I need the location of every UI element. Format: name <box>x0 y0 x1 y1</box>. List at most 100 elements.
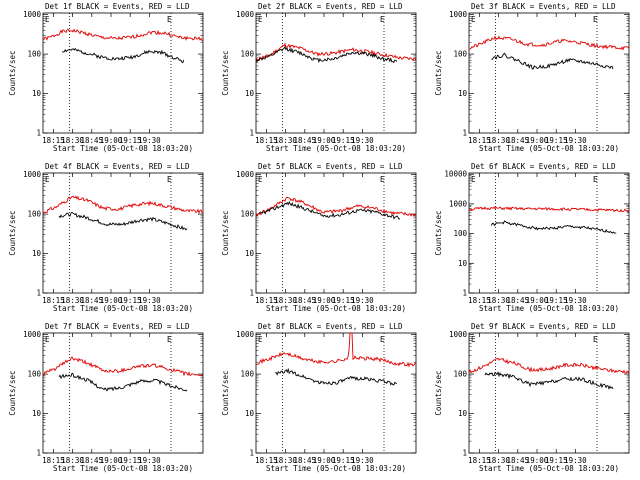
x-tick-label: 18:15 <box>42 296 65 305</box>
plot-frame <box>468 12 630 134</box>
x-tick-label: 18:45 <box>507 456 530 465</box>
series-lld-line <box>468 206 630 213</box>
marker-right-label: E <box>380 15 385 24</box>
chart-panel-8: Det 8f BLACK = Events, RED = LLD E E 1 10 100… <box>221 322 417 473</box>
marker-left-label: E <box>258 175 263 184</box>
series-lld-line <box>255 332 417 368</box>
x-tick-label: 19:00 <box>313 456 336 465</box>
series-lld-line <box>42 28 204 42</box>
marker-right-label: E <box>380 335 385 344</box>
x-tick-label: 18:30 <box>274 296 297 305</box>
y-tick-label: 1000 <box>449 330 468 339</box>
y-tick-label: 10 <box>458 409 468 418</box>
y-tick-label: 1 <box>36 289 41 298</box>
marker-left-label: E <box>258 15 263 24</box>
x-axis-label: Start Time (05-Oct-08 18:03:20) <box>53 304 193 313</box>
marker-right-label: E <box>380 175 385 184</box>
chart-title: Det 4f BLACK = Events, RED = LLD <box>45 162 190 171</box>
y-tick-label: 1000 <box>236 10 255 19</box>
y-tick-label: 10 <box>245 249 255 258</box>
series-events-line <box>58 372 188 392</box>
x-tick-label: 19:30 <box>351 136 374 145</box>
y-tick-label: 100 <box>240 50 254 59</box>
y-axis-label: Counts/sec <box>434 50 443 95</box>
x-tick-label: 19:15 <box>119 136 142 145</box>
plot-frame <box>255 172 417 294</box>
x-tick-label: 18:45 <box>81 296 104 305</box>
series-lld-line <box>42 356 204 377</box>
series-events-line <box>258 200 401 220</box>
marker-left-label: E <box>471 335 476 344</box>
chart-title: Det 5f BLACK = Events, RED = LLD <box>258 162 403 171</box>
chart-title: Det 9f BLACK = Events, RED = LLD <box>471 322 616 331</box>
marker-right-label: E <box>593 15 598 24</box>
x-tick-label: 18:45 <box>81 136 104 145</box>
x-tick-label: 18:30 <box>274 456 297 465</box>
chart-title: Det 3f BLACK = Events, RED = LLD <box>471 2 616 11</box>
x-tick-label: 18:45 <box>507 136 530 145</box>
x-tick-label: 19:30 <box>351 296 374 305</box>
marker-right-label: E <box>167 15 172 24</box>
plot-frame <box>42 172 204 294</box>
marker-left-label: E <box>45 335 50 344</box>
chart-title: Det 8f BLACK = Events, RED = LLD <box>258 322 403 331</box>
x-axis-label: Start Time (05-Oct-08 18:03:20) <box>53 464 193 473</box>
x-tick-label: 19:00 <box>313 136 336 145</box>
y-tick-label: 10 <box>32 409 42 418</box>
x-tick-label: 19:15 <box>332 296 355 305</box>
x-tick-label: 19:30 <box>138 296 161 305</box>
y-tick-label: 1 <box>462 289 467 298</box>
x-tick-label: 19:00 <box>526 136 549 145</box>
series-events-line <box>58 211 188 231</box>
x-axis-label: Start Time (05-Oct-08 18:03:20) <box>479 304 619 313</box>
series-lld-line <box>255 42 417 62</box>
marker-left-label: E <box>471 175 476 184</box>
x-tick-label: 19:00 <box>526 296 549 305</box>
y-tick-label: 10 <box>245 89 255 98</box>
y-tick-label: 1 <box>36 449 41 458</box>
x-tick-label: 19:15 <box>332 456 355 465</box>
y-tick-label: 100 <box>27 210 41 219</box>
y-tick-label: 10000 <box>444 170 467 179</box>
x-tick-label: 18:45 <box>294 136 317 145</box>
y-tick-label: 10 <box>245 409 255 418</box>
plot-frame <box>42 12 204 134</box>
plot-frame <box>42 332 204 454</box>
x-tick-label: 18:30 <box>487 296 510 305</box>
series-events-line <box>484 371 614 390</box>
x-tick-label: 19:15 <box>545 456 568 465</box>
x-axis-label: Start Time (05-Oct-08 18:03:20) <box>53 144 193 153</box>
x-tick-label: 19:30 <box>564 456 587 465</box>
y-tick-label: 1 <box>249 289 254 298</box>
series-lld-line <box>255 196 417 218</box>
x-tick-label: 19:30 <box>564 136 587 145</box>
chart-panel-7: Det 7f BLACK = Events, RED = LLD E E 1 10 100… <box>8 322 204 473</box>
x-tick-label: 18:30 <box>61 136 84 145</box>
x-tick-label: 19:30 <box>351 456 374 465</box>
x-tick-label: 18:15 <box>255 136 278 145</box>
y-tick-label: 1 <box>462 449 467 458</box>
x-tick-label: 18:30 <box>61 456 84 465</box>
plot-frame <box>468 332 630 454</box>
y-tick-label: 1000 <box>449 10 468 19</box>
chart-panel-4: Det 4f BLACK = Events, RED = LLD E E 1 10 100… <box>8 162 204 313</box>
x-tick-label: 19:00 <box>100 296 123 305</box>
y-tick-label: 100 <box>453 229 467 238</box>
y-axis-label: Counts/sec <box>8 370 17 415</box>
plot-frame <box>468 172 630 294</box>
y-tick-label: 1000 <box>23 330 42 339</box>
marker-right-label: E <box>593 175 598 184</box>
y-axis-label: Counts/sec <box>8 50 17 95</box>
x-tick-label: 18:15 <box>42 456 65 465</box>
x-tick-label: 18:30 <box>274 136 297 145</box>
chart-panel-6: Det 6f BLACK = Events, RED = LLD E E 1 10 100… <box>434 162 630 313</box>
y-tick-label: 100 <box>453 370 467 379</box>
y-tick-label: 10 <box>458 259 468 268</box>
x-tick-label: 19:00 <box>100 456 123 465</box>
y-tick-label: 100 <box>27 50 41 59</box>
chart-title: Det 6f BLACK = Events, RED = LLD <box>471 162 616 171</box>
y-tick-label: 1000 <box>236 170 255 179</box>
y-tick-label: 10 <box>32 249 42 258</box>
y-tick-label: 10 <box>458 89 468 98</box>
